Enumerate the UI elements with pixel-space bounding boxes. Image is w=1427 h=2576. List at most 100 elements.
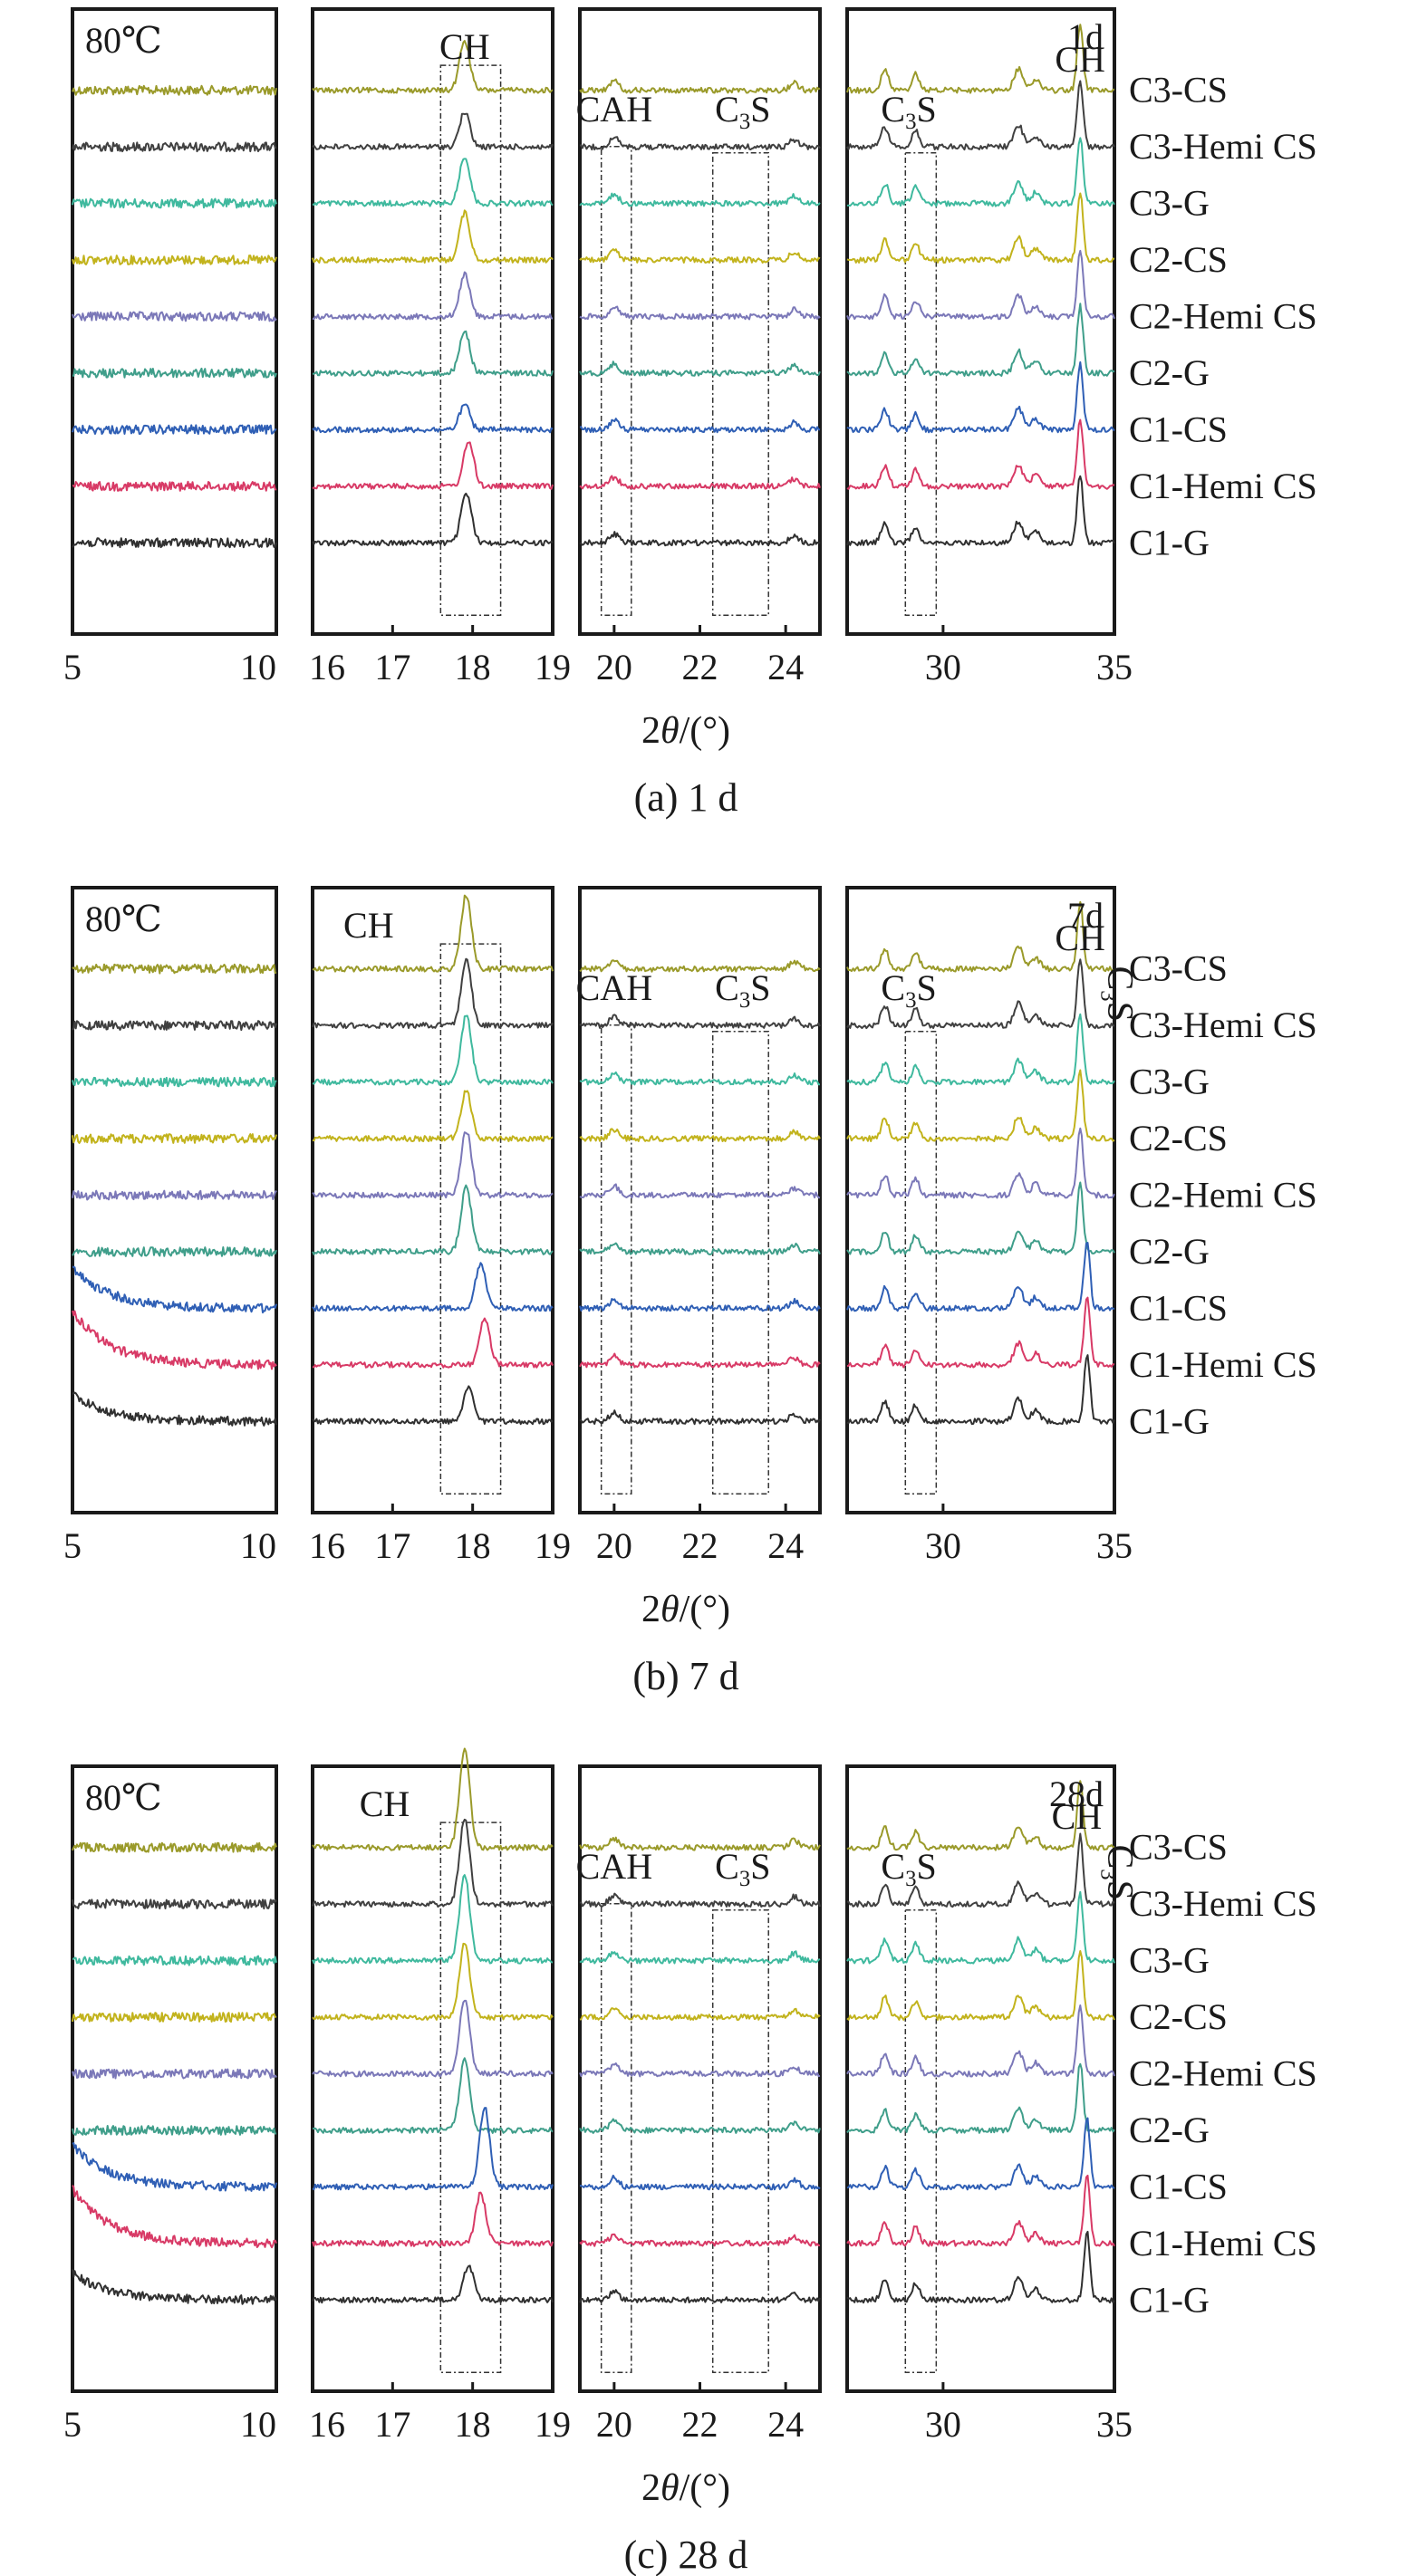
x-tick-label: 20 <box>596 1525 632 1566</box>
trace-c3-cs <box>312 1747 554 1851</box>
x-tick-label: 24 <box>767 2404 804 2445</box>
trace-c1-hemi-cs <box>72 1310 277 1370</box>
series-label: C3-CS <box>1129 948 1228 989</box>
x-tick-label: 19 <box>535 647 571 687</box>
panel-frame <box>311 1764 554 2393</box>
trace-c1-hemi-cs <box>846 1296 1115 1369</box>
trace-c2-g <box>579 1242 821 1255</box>
panel-frame <box>311 886 554 1514</box>
trace-c1-hemi-cs <box>579 2233 821 2247</box>
trace-c1-g <box>846 2230 1115 2304</box>
trace-c3-cs <box>312 894 554 973</box>
x-tick-label: 10 <box>240 1525 276 1566</box>
trace-c2-hemi-cs <box>72 311 277 322</box>
trace-c2-g <box>579 360 821 377</box>
ch-guide-box <box>439 943 502 1495</box>
trace-c2-cs <box>579 2007 821 2021</box>
x-tick-label: 22 <box>682 2404 718 2445</box>
ch-guide-box <box>439 1821 502 2374</box>
x-tick-label: 22 <box>682 647 718 687</box>
trace-c2-g <box>312 330 554 377</box>
c3s-guide-box <box>904 1908 938 2374</box>
trace-c1-g <box>579 2289 821 2303</box>
trace-c3-cs <box>72 1841 277 1853</box>
trace-c2-hemi-cs <box>72 1189 277 1201</box>
trace-c2-cs <box>579 1128 821 1142</box>
x-tick-label: 19 <box>535 1525 571 1566</box>
trace-c1-cs <box>579 2174 821 2191</box>
chart-caption: (b) 7 d <box>632 1654 738 1698</box>
series-label: C1-G <box>1129 522 1210 562</box>
trace-c3-cs <box>846 24 1115 94</box>
trace-c2-g <box>72 2125 277 2136</box>
trace-c1-cs <box>312 1262 554 1312</box>
trace-c1-g <box>72 1391 277 1427</box>
trace-c1-hemi-cs <box>72 2185 277 2249</box>
c3s-guide-box <box>711 151 769 617</box>
age-label: 7d <box>1067 895 1104 936</box>
trace-c3-cs <box>579 78 821 94</box>
annotation-ch: CH <box>439 26 490 67</box>
x-tick-label: 22 <box>682 1525 718 1566</box>
annotation-c3s: C3S <box>881 967 936 1013</box>
x-tick-label: 20 <box>596 647 632 687</box>
annotation-c3s-rotated: C3S <box>1095 1845 1141 1900</box>
cah-guide-box <box>600 1024 632 1495</box>
age-label: 28d <box>1049 1773 1104 1814</box>
panel-frame <box>845 7 1116 636</box>
c3s-guide-box <box>904 1030 938 1495</box>
temperature-label: 80℃ <box>85 899 162 939</box>
trace-c3-hemi-cs <box>72 141 277 153</box>
series-label: C2-Hemi CS <box>1129 1174 1317 1215</box>
trace-c1-g <box>579 1409 821 1426</box>
cah-guide-box <box>600 146 632 617</box>
trace-c2-hemi-cs <box>312 1131 554 1199</box>
trace-c1-cs <box>72 424 277 436</box>
series-label: C2-Hemi CS <box>1129 2052 1317 2093</box>
trace-c1-g <box>312 2264 554 2304</box>
panel-2: 16 17 18 19 CH <box>309 1747 571 2445</box>
trace-c1-hemi-cs <box>579 1352 821 1369</box>
annotation-c3s-rotated: C3S <box>1095 966 1141 1022</box>
trace-c3-hemi-cs <box>579 1892 821 1908</box>
x-tick-label: 30 <box>925 647 961 687</box>
trace-c3-g <box>312 1874 554 1965</box>
x-axis-label: 2θ/(°) <box>641 1589 730 1630</box>
series-label: C3-Hemi CS <box>1129 1883 1317 1924</box>
trace-c3-hemi-cs <box>579 1014 821 1030</box>
trace-c1-g <box>846 475 1115 547</box>
x-tick-label: 16 <box>309 1525 345 1566</box>
annotation-c3s: C3S <box>881 89 936 134</box>
trace-c2-cs <box>846 192 1115 264</box>
c3s-guide-box <box>711 1030 769 1495</box>
series-label: C2-G <box>1129 352 1210 393</box>
panel-4: 30 35 C3S CH C3S 28d <box>845 1764 1141 2445</box>
trace-c2-cs <box>579 248 821 264</box>
trace-c2-cs <box>72 255 277 265</box>
series-label: C3-G <box>1129 1062 1210 1102</box>
panel-1: 5 10 80℃ <box>63 1764 278 2445</box>
panel-3: 20 22 24 CAH C3S <box>576 7 822 687</box>
trace-c1-g <box>846 1354 1115 1426</box>
series-label: C1-G <box>1129 2279 1210 2320</box>
trace-c2-g <box>846 303 1115 377</box>
annotation-c3s: C3S <box>715 89 770 134</box>
trace-c2-g <box>846 1181 1115 1255</box>
trace-c1-g <box>579 531 821 547</box>
x-tick-label: 5 <box>63 2404 82 2445</box>
trace-c1-hemi-cs <box>579 475 821 490</box>
panel-frame <box>845 1764 1116 2393</box>
series-label: C3-Hemi CS <box>1129 1004 1317 1045</box>
series-label: C1-CS <box>1129 409 1228 449</box>
trace-c1-cs <box>312 403 554 434</box>
trace-c3-cs <box>312 40 554 94</box>
cah-guide-box <box>600 1903 632 2374</box>
series-label: C1-CS <box>1129 1287 1228 1328</box>
trace-c3-cs <box>579 959 821 973</box>
trace-c3-g <box>72 197 277 209</box>
trace-c2-hemi-cs <box>72 2068 277 2080</box>
series-label: C2-CS <box>1129 1996 1228 2037</box>
trace-c2-cs <box>72 2012 277 2023</box>
trace-c2-hemi-cs <box>846 2004 1115 2078</box>
